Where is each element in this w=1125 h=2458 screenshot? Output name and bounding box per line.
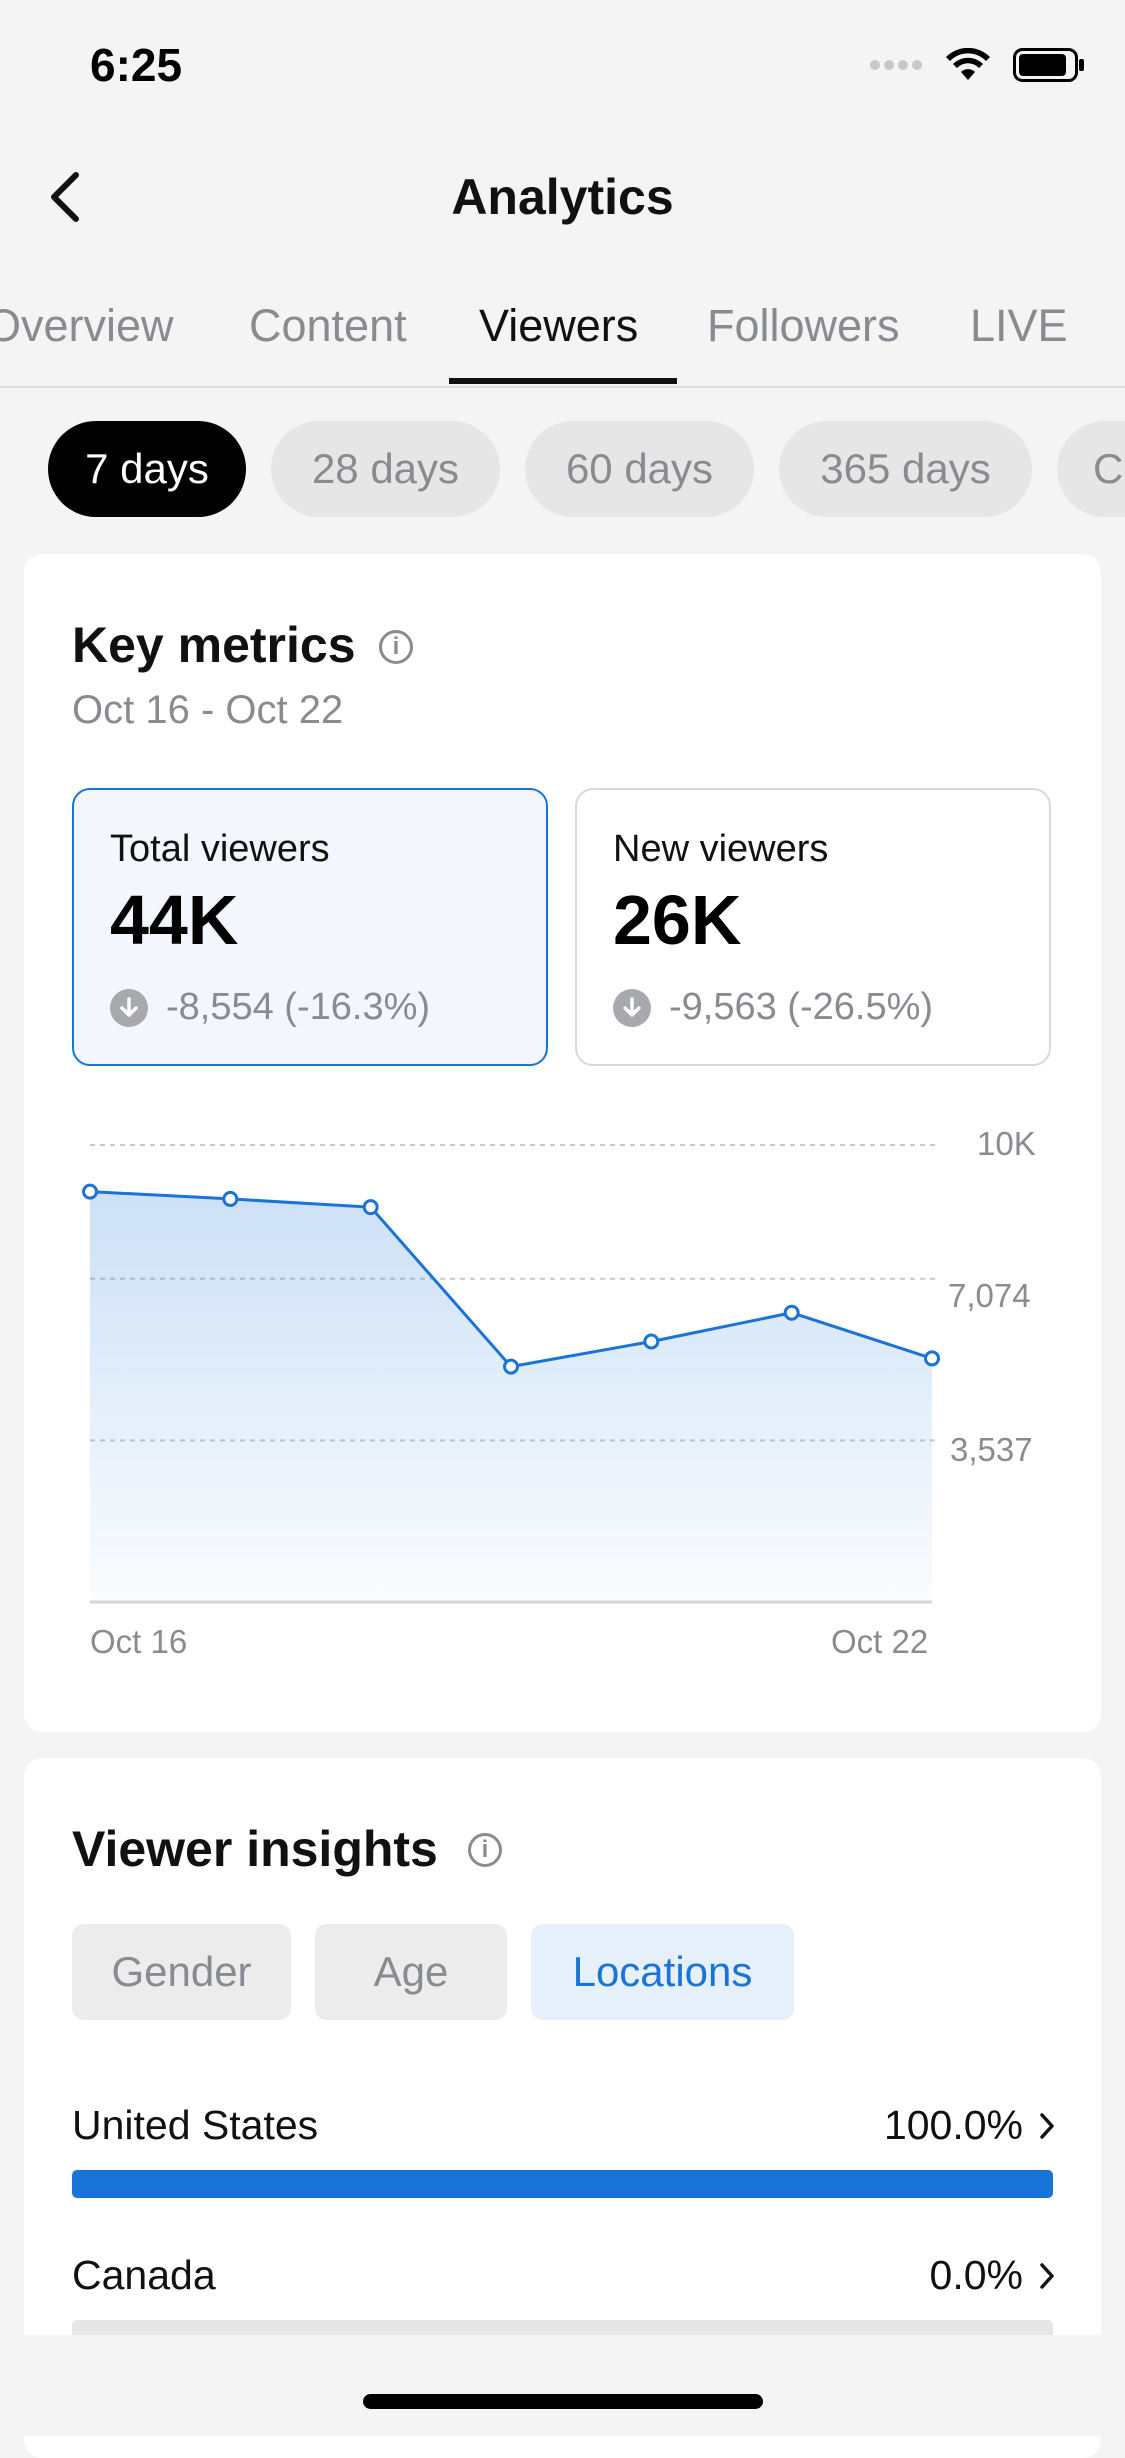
- tab-bar: Overview Content Viewers Followers LIVE: [0, 286, 1125, 388]
- location-bar: [72, 2170, 1053, 2198]
- info-icon[interactable]: i: [379, 630, 413, 664]
- page-title: Analytics: [451, 169, 674, 225]
- back-button[interactable]: [42, 165, 92, 230]
- segment-gender[interactable]: Gender: [72, 1924, 291, 2020]
- key-metrics-title: Key metrics: [72, 617, 356, 673]
- date-range: Oct 16 - Oct 22: [72, 688, 344, 732]
- metric-value: 26K: [613, 881, 742, 959]
- range-custom[interactable]: C: [1057, 421, 1125, 517]
- arrow-down-icon: [613, 988, 651, 1027]
- signal-icon: [870, 60, 922, 70]
- data-point: [643, 1333, 660, 1350]
- bottom-safe-area: [0, 2335, 1125, 2436]
- range-60-days[interactable]: 60 days: [525, 421, 754, 517]
- chevron-right-icon: [1040, 2112, 1054, 2139]
- segment-locations[interactable]: Locations: [531, 1924, 794, 2020]
- y-tick-label: 10K: [977, 1125, 1036, 1162]
- location-percent: 0.0%: [929, 2252, 1023, 2298]
- segment-age[interactable]: Age: [315, 1924, 507, 2020]
- battery-icon: [1013, 48, 1084, 82]
- series-area: [90, 1191, 932, 1602]
- metric-change: -8,554 (-16.3%): [110, 986, 430, 1029]
- viewer-insights-title: Viewer insights: [72, 1821, 438, 1877]
- location-name: Canada: [72, 2252, 216, 2298]
- data-point: [362, 1199, 379, 1216]
- metric-change: -9,563 (-26.5%): [613, 986, 933, 1029]
- wifi-icon: [946, 48, 990, 80]
- x-tick-label: Oct 22: [831, 1623, 929, 1660]
- chevron-left-icon: [51, 172, 79, 222]
- metric-label: Total viewers: [110, 828, 330, 870]
- data-point: [222, 1190, 239, 1207]
- active-tab-indicator: [449, 378, 677, 384]
- tab-overview[interactable]: Overview: [0, 300, 174, 351]
- y-tick-label: 7,074: [948, 1277, 1031, 1314]
- chevron-right-icon: [1040, 2262, 1054, 2289]
- range-28-days[interactable]: 28 days: [271, 421, 500, 517]
- location-row-canada[interactable]: 0.0%: [930, 2252, 1055, 2299]
- range-7-days[interactable]: 7 days: [48, 421, 246, 517]
- tab-followers[interactable]: Followers: [707, 300, 900, 351]
- metric-label: New viewers: [613, 828, 829, 870]
- data-point: [82, 1183, 98, 1200]
- tab-content[interactable]: Content: [249, 300, 407, 351]
- data-point: [783, 1304, 800, 1321]
- status-time: 6:25: [90, 39, 183, 91]
- data-point: [924, 1350, 940, 1367]
- status-icons: [869, 48, 1085, 82]
- y-tick-label: 3,537: [950, 1431, 1033, 1468]
- location-bar-fill: [72, 2170, 1053, 2198]
- metric-value: 44K: [110, 881, 239, 959]
- info-icon[interactable]: i: [468, 1833, 502, 1867]
- location-row-united-states[interactable]: 100.0%: [884, 2102, 1055, 2149]
- metric-change-text: -8,554 (-16.3%): [166, 986, 431, 1028]
- new-viewers-card[interactable]: New viewers 26K -9,563 (-26.5%): [575, 788, 1051, 1066]
- arrow-down-icon: [110, 988, 148, 1027]
- range-365-days[interactable]: 365 days: [779, 421, 1032, 517]
- location-name: United States: [72, 2102, 319, 2148]
- tab-live[interactable]: LIVE: [970, 300, 1068, 351]
- data-point: [503, 1358, 519, 1375]
- metric-change-text: -9,563 (-26.5%): [669, 986, 934, 1028]
- x-tick-label: Oct 16: [90, 1623, 188, 1660]
- total-viewers-card[interactable]: Total viewers 44K -8,554 (-16.3%): [72, 788, 548, 1066]
- location-percent: 100.0%: [883, 2102, 1023, 2148]
- tab-viewers[interactable]: Viewers: [479, 300, 639, 351]
- home-indicator: [363, 2394, 763, 2409]
- viewers-line-chart: [82, 1144, 940, 1604]
